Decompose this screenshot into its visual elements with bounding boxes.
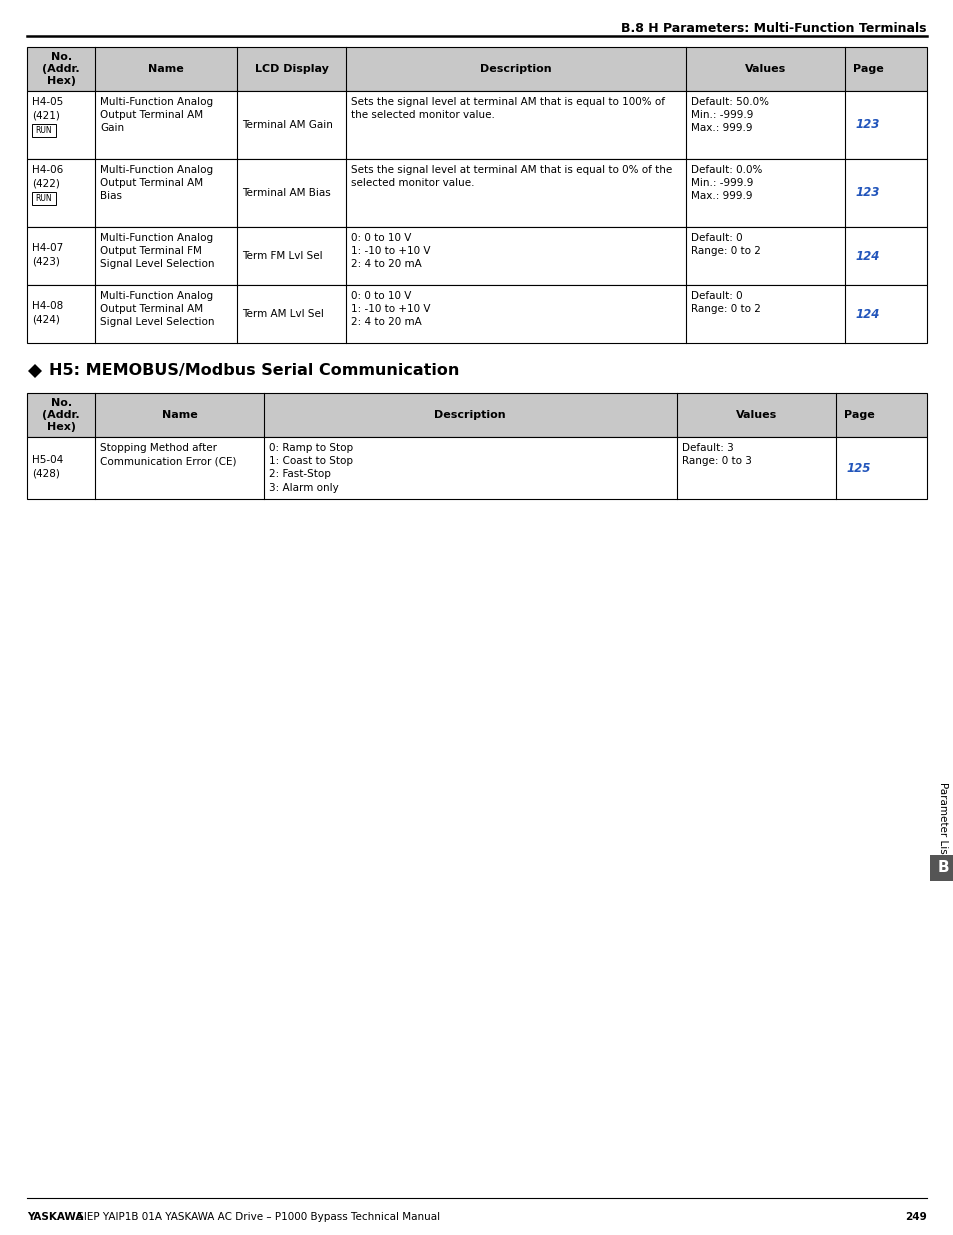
Text: No.
(Addr.
Hex): No. (Addr. Hex) xyxy=(42,52,80,86)
Text: Stopping Method after
Communication Error (CE): Stopping Method after Communication Erro… xyxy=(100,443,236,466)
Text: (423): (423) xyxy=(32,257,60,267)
Text: LCD Display: LCD Display xyxy=(254,64,328,74)
Text: Values: Values xyxy=(744,64,785,74)
Text: H4-07: H4-07 xyxy=(32,243,63,253)
Text: YASKAWA: YASKAWA xyxy=(27,1212,83,1221)
Text: (428): (428) xyxy=(32,469,60,479)
Text: Sets the signal level at terminal AM that is equal to 100% of
the selected monit: Sets the signal level at terminal AM tha… xyxy=(351,98,665,120)
Text: 125: 125 xyxy=(846,462,870,474)
Bar xyxy=(27,437,926,499)
Bar xyxy=(27,159,926,227)
Text: Name: Name xyxy=(161,410,197,420)
Text: RUN: RUN xyxy=(35,126,52,135)
Text: 0: 0 to 10 V
1: -10 to +10 V
2: 4 to 20 mA: 0: 0 to 10 V 1: -10 to +10 V 2: 4 to 20 … xyxy=(351,233,431,269)
Bar xyxy=(929,855,953,881)
Text: Term FM Lvl Sel: Term FM Lvl Sel xyxy=(241,251,322,261)
Text: Terminal AM Bias: Terminal AM Bias xyxy=(241,188,330,198)
Text: Page: Page xyxy=(842,410,874,420)
Bar xyxy=(27,285,926,343)
Text: Default: 3
Range: 0 to 3: Default: 3 Range: 0 to 3 xyxy=(681,443,751,466)
Text: (424): (424) xyxy=(32,315,60,325)
Text: (422): (422) xyxy=(32,178,60,188)
Text: H4-06: H4-06 xyxy=(32,165,63,175)
Text: Default: 0
Range: 0 to 2: Default: 0 Range: 0 to 2 xyxy=(690,291,760,314)
Bar xyxy=(27,91,926,159)
Bar xyxy=(32,191,56,205)
Bar xyxy=(27,393,926,437)
Text: RUN: RUN xyxy=(35,194,52,203)
Text: H5: MEMOBUS/Modbus Serial Communication: H5: MEMOBUS/Modbus Serial Communication xyxy=(49,363,459,378)
Text: No.
(Addr.
Hex): No. (Addr. Hex) xyxy=(42,398,80,432)
Text: Default: 0
Range: 0 to 2: Default: 0 Range: 0 to 2 xyxy=(690,233,760,256)
Text: Default: 50.0%
Min.: -999.9
Max.: 999.9: Default: 50.0% Min.: -999.9 Max.: 999.9 xyxy=(690,98,768,133)
Text: 123: 123 xyxy=(855,186,880,200)
Text: 249: 249 xyxy=(904,1212,926,1221)
Text: 124: 124 xyxy=(855,308,880,321)
Text: 0: Ramp to Stop
1: Coast to Stop
2: Fast-Stop
3: Alarm only: 0: Ramp to Stop 1: Coast to Stop 2: Fast… xyxy=(269,443,353,493)
Text: Page: Page xyxy=(852,64,882,74)
Text: B.8 H Parameters: Multi-Function Terminals: B.8 H Parameters: Multi-Function Termina… xyxy=(620,22,926,35)
Text: Description: Description xyxy=(434,410,505,420)
Text: Multi-Function Analog
Output Terminal FM
Signal Level Selection: Multi-Function Analog Output Terminal FM… xyxy=(100,233,214,269)
Bar xyxy=(27,227,926,285)
Text: Sets the signal level at terminal AM that is equal to 0% of the
selected monitor: Sets the signal level at terminal AM tha… xyxy=(351,165,672,188)
Text: Multi-Function Analog
Output Terminal AM
Signal Level Selection: Multi-Function Analog Output Terminal AM… xyxy=(100,291,214,327)
Text: Description: Description xyxy=(479,64,552,74)
Text: H4-05: H4-05 xyxy=(32,98,63,107)
Polygon shape xyxy=(28,364,42,378)
Text: Default: 0.0%
Min.: -999.9
Max.: 999.9: Default: 0.0% Min.: -999.9 Max.: 999.9 xyxy=(690,165,761,201)
Text: 124: 124 xyxy=(855,249,880,263)
Text: Name: Name xyxy=(148,64,184,74)
Text: Values: Values xyxy=(735,410,777,420)
Text: H5-04: H5-04 xyxy=(32,454,63,466)
Text: (421): (421) xyxy=(32,110,60,120)
Text: Term AM Lvl Sel: Term AM Lvl Sel xyxy=(241,309,323,319)
Text: Multi-Function Analog
Output Terminal AM
Bias: Multi-Function Analog Output Terminal AM… xyxy=(100,165,213,201)
Bar xyxy=(32,124,56,137)
Text: H4-08: H4-08 xyxy=(32,301,63,311)
Bar xyxy=(27,47,926,91)
Text: 0: 0 to 10 V
1: -10 to +10 V
2: 4 to 20 mA: 0: 0 to 10 V 1: -10 to +10 V 2: 4 to 20 … xyxy=(351,291,431,327)
Text: B: B xyxy=(936,861,948,876)
Text: Multi-Function Analog
Output Terminal AM
Gain: Multi-Function Analog Output Terminal AM… xyxy=(100,98,213,133)
Text: Parameter List: Parameter List xyxy=(937,782,947,858)
Text: 123: 123 xyxy=(855,119,880,131)
Text: SIEP YAIP1B 01A YASKAWA AC Drive – P1000 Bypass Technical Manual: SIEP YAIP1B 01A YASKAWA AC Drive – P1000… xyxy=(74,1212,439,1221)
Text: Terminal AM Gain: Terminal AM Gain xyxy=(241,120,333,130)
